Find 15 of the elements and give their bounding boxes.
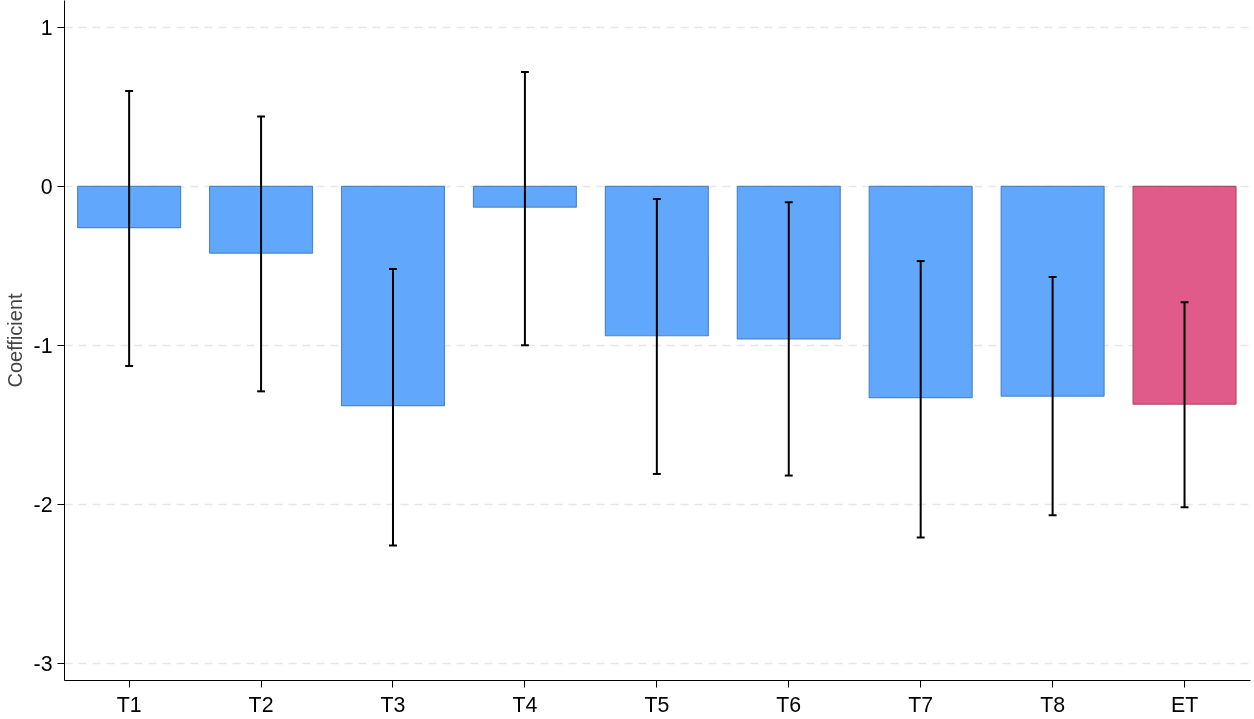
y-tick-label: -2 xyxy=(33,492,53,517)
x-tick-label: T5 xyxy=(644,692,670,717)
y-tick-label: 0 xyxy=(40,174,53,199)
y-tick-label: -3 xyxy=(33,651,53,676)
x-tick-label: T2 xyxy=(248,692,274,717)
x-tick-label: T3 xyxy=(380,692,406,717)
x-tick-label: T8 xyxy=(1040,692,1066,717)
x-tick-label: T1 xyxy=(116,692,142,717)
x-tick-label: T4 xyxy=(512,692,538,717)
y-axis-title: Coefficient xyxy=(3,292,26,388)
x-tick-label: ET xyxy=(1170,692,1199,717)
x-tick-label: T7 xyxy=(908,692,934,717)
x-tick-label: T6 xyxy=(776,692,802,717)
y-tick-label: 1 xyxy=(40,16,53,41)
y-tick-label: -1 xyxy=(33,333,53,358)
